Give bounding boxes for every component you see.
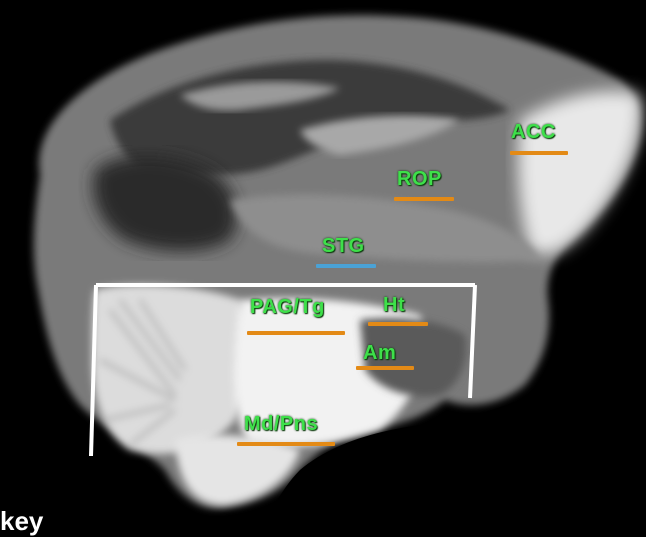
label-am: Am	[363, 342, 397, 364]
label-ht: Ht	[383, 294, 406, 316]
bar-stg	[316, 264, 376, 268]
corner-text: key	[0, 506, 44, 536]
region-box	[89, 283, 477, 457]
label-pag-tg: PAG/Tg	[250, 296, 325, 318]
frontal-bright-region	[518, 91, 641, 254]
label-stg: STG	[322, 235, 365, 257]
bar-md-pns	[237, 442, 335, 446]
bar-rop	[394, 197, 454, 201]
label-acc: ACC	[511, 121, 556, 143]
bar-ht	[368, 322, 428, 326]
bar-am	[356, 366, 414, 370]
label-md-pns: Md/Pns	[244, 413, 319, 435]
bar-pag-tg	[247, 331, 345, 335]
bar-acc	[510, 151, 568, 155]
label-rop: ROP	[397, 168, 442, 190]
